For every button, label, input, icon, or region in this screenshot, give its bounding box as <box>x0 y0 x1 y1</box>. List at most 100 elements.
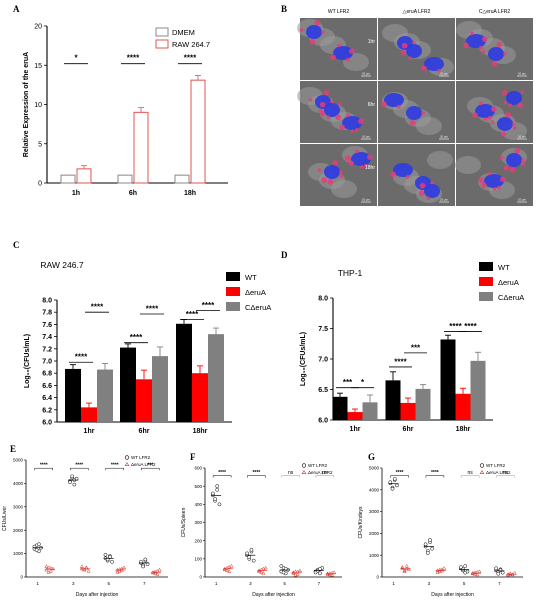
y-tick-label: 7.0 <box>42 359 52 366</box>
data-point <box>425 551 430 555</box>
significance-label: **** <box>431 470 439 476</box>
bacteria-spot <box>346 113 350 118</box>
significance-label: *** <box>411 343 421 352</box>
data-point <box>477 569 482 573</box>
data-point <box>442 566 447 570</box>
bacteria-spot <box>421 65 427 72</box>
y-tick-label: 6.5 <box>318 387 328 394</box>
panel-letter-a: A <box>13 4 20 14</box>
bacteria-spot <box>327 179 334 185</box>
significance-label: ns <box>467 470 473 476</box>
y-axis-label: CFUs/Liver <box>2 506 8 531</box>
bacteria-spot <box>521 162 526 166</box>
x-tick-label: 7 <box>318 581 321 586</box>
data-point <box>227 564 232 569</box>
data-point <box>472 572 478 576</box>
legend-label: ΔeruA LFR2 <box>486 470 511 475</box>
x-tick-label: 1 <box>392 581 395 586</box>
bacteria-spot <box>503 52 507 56</box>
y-axis-label: Log₁₀(CFUs/mL) <box>300 332 307 386</box>
nucleus <box>324 103 340 117</box>
y-axis-label: CFUs/Kindeys <box>358 506 364 538</box>
bacteria-spot <box>309 39 316 45</box>
significance-bracket <box>141 467 160 471</box>
data-point <box>437 567 442 572</box>
bacteria-spot <box>501 89 508 96</box>
data-point <box>210 491 215 496</box>
nucleus <box>393 163 413 177</box>
x-tick-label: 3 <box>249 581 252 586</box>
y-tick-label: 7.2 <box>42 346 52 353</box>
bar <box>190 79 206 184</box>
data-point <box>400 566 405 570</box>
bacteria-spot <box>488 171 492 176</box>
bacteria-spot <box>437 68 441 73</box>
panel-letter-e: E <box>10 444 16 454</box>
x-tick-label: 1hr <box>84 428 95 435</box>
significance-label: **** <box>202 301 215 310</box>
y-tick-label: 1000 <box>13 551 24 556</box>
chart-f: 0 100 200 300 400 500 600 CFUs/Spleen Days after… <box>181 463 342 598</box>
nucleus <box>306 25 322 39</box>
data-point <box>229 563 234 568</box>
significance-bracket <box>390 475 409 478</box>
significance-label: **** <box>130 333 143 342</box>
y-tick-label: 7.0 <box>318 357 328 364</box>
data-point <box>84 565 89 570</box>
y-tick-label: 6.4 <box>42 395 52 402</box>
data-point <box>458 565 463 570</box>
bacteria-spot <box>500 176 506 182</box>
significance-label: **** <box>252 470 260 476</box>
bacteria-spot <box>381 101 387 108</box>
data-point <box>70 474 75 479</box>
legend-marker <box>479 463 485 468</box>
data-point <box>34 548 39 552</box>
data-point <box>215 484 220 489</box>
micrograph-row-label: 1hr <box>368 39 376 45</box>
significance-label: **** <box>146 305 159 314</box>
bar <box>174 174 190 184</box>
data-point <box>392 477 397 481</box>
y-tick-label: 8.0 <box>318 296 328 303</box>
x-tick-label: 1hr <box>350 426 361 433</box>
bacteria-spot <box>330 100 334 104</box>
nucleus <box>406 106 422 120</box>
legend-swatch <box>479 262 493 271</box>
significance-label: * <box>361 378 365 387</box>
legend-label: WT <box>498 263 510 272</box>
y-tick-label: 500 <box>194 484 202 489</box>
legend-label: CΔeruA <box>245 303 271 312</box>
x-tick-label: 1 <box>215 581 218 586</box>
legend-swatch <box>479 277 493 286</box>
bacteria-spot <box>481 50 486 54</box>
y-tick-label: 7.8 <box>42 310 52 317</box>
bar <box>347 412 363 420</box>
y-tick-label: 10 <box>34 102 42 109</box>
chart-d: THP-16.06.57.07.58.0Log₁₀(CFUs/mL)1hr***… <box>300 262 524 433</box>
bacteria-spot <box>349 48 355 54</box>
bacteria-spot <box>358 118 364 124</box>
data-point <box>245 551 249 556</box>
data-point <box>108 555 112 559</box>
significance-bracket <box>496 475 515 478</box>
legend-label: RAW 264.7 <box>172 40 210 49</box>
significance-label: **** <box>218 470 226 476</box>
micrograph-column-label: C△eruA LFR2 <box>479 9 511 15</box>
data-point <box>139 559 143 564</box>
y-tick-label: 0 <box>376 575 379 580</box>
bacteria-spot <box>337 43 341 48</box>
nucleus <box>506 153 522 167</box>
legend-label: ΔeruA LFR2 <box>131 462 156 467</box>
y-tick-label: 0 <box>20 575 23 580</box>
panel-letter-d: D <box>281 250 288 260</box>
panel-letter-g: G <box>368 452 375 462</box>
significance-label: **** <box>394 357 407 366</box>
bacteria-spot <box>350 129 355 133</box>
y-tick-label: 300 <box>194 520 202 525</box>
significance-label: **** <box>75 353 88 362</box>
data-point <box>283 566 288 571</box>
nucleus <box>475 104 495 118</box>
bacteria-spot <box>364 163 368 168</box>
cell-body <box>455 156 481 174</box>
legend-swatch <box>155 39 169 49</box>
